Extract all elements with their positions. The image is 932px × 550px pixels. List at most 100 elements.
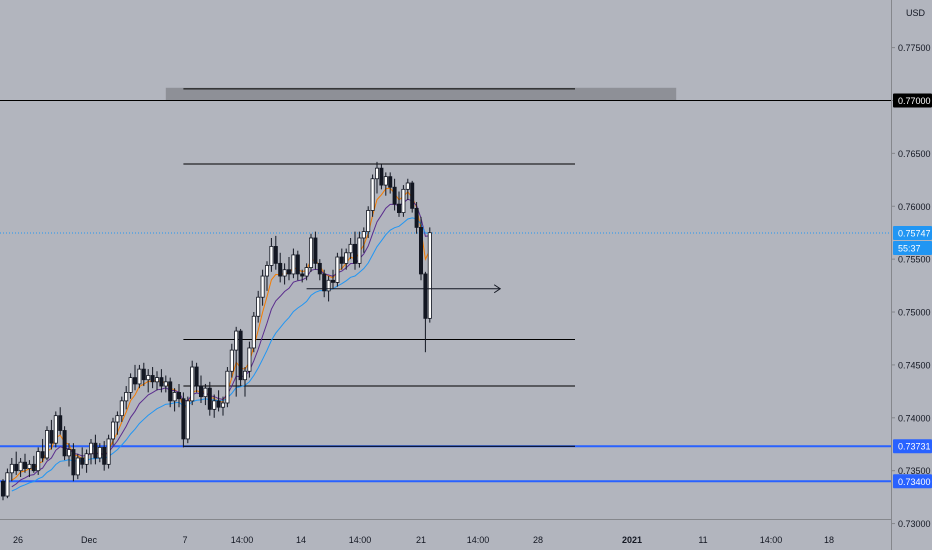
candle-body [295, 254, 300, 275]
candle-body [388, 176, 393, 188]
candle-body [36, 451, 41, 472]
currency-label: USD [906, 8, 926, 18]
time-tick-label: 21 [416, 535, 426, 545]
candle-body [238, 330, 243, 381]
price-badge [893, 439, 932, 454]
candle-body [260, 275, 265, 298]
candle-body [111, 421, 116, 440]
candle-body [212, 400, 217, 410]
candle-body [313, 237, 318, 264]
candle-body [102, 447, 107, 465]
candle-body [168, 381, 173, 402]
candle-body [115, 415, 120, 423]
candle-body [67, 449, 72, 457]
candle-body [229, 349, 234, 372]
candle-body [414, 207, 419, 228]
price-badge-label: 0.77000 [898, 96, 931, 106]
price-badge-label: 0.75747 [898, 229, 931, 239]
candle-body [141, 368, 146, 381]
candle-body [247, 347, 252, 372]
candle-body [352, 243, 357, 264]
candle-body [198, 385, 203, 398]
time-tick-label: 7 [182, 535, 187, 545]
drawn-segments[interactable] [183, 88, 575, 447]
candle-body [330, 279, 335, 283]
candle-body [264, 265, 269, 277]
candle-body [366, 210, 371, 233]
candle-body [146, 375, 151, 381]
candle-body [84, 453, 89, 465]
candle-body [106, 438, 111, 465]
time-tick-label: 18 [824, 535, 834, 545]
candle-body [374, 167, 379, 180]
price-badges: 0.77000 0.75747 55:37 0.73731 0.73400 [893, 93, 932, 489]
candle-body [22, 461, 27, 469]
candle-body [128, 377, 133, 393]
candle-body [194, 366, 199, 387]
candlesticks [0, 161, 432, 501]
candle-body [40, 451, 45, 459]
candle-body [53, 415, 58, 444]
candle-body [269, 246, 274, 266]
price-tick-label: 0.73500 [898, 466, 931, 476]
candle-body [418, 227, 423, 275]
candle-body [361, 231, 366, 239]
price-tick-label: 0.74500 [898, 360, 931, 370]
candle-body [405, 182, 410, 190]
candle-body [304, 267, 309, 277]
candle-body [58, 415, 63, 431]
candle-body [97, 447, 102, 459]
candle-body [317, 262, 322, 275]
candle-body [335, 256, 340, 283]
price-badge [893, 241, 932, 256]
candle-body [251, 315, 256, 349]
candle-body [278, 262, 283, 277]
candle-body [80, 457, 85, 465]
candle-body [150, 375, 155, 383]
time-tick-label: 14:00 [349, 535, 372, 545]
price-badge-label: 0.73400 [898, 477, 931, 487]
candle-body [45, 430, 50, 459]
time-tick-label: 2021 [622, 535, 642, 545]
candle-body [27, 463, 32, 469]
candle-body [154, 377, 159, 383]
candle-body [379, 167, 384, 186]
candle-body [339, 256, 344, 264]
candle-body [185, 400, 190, 440]
price-badge [893, 474, 932, 489]
time-tick-label: 28 [533, 535, 543, 545]
price-badge [893, 226, 932, 241]
zone-rect[interactable] [165, 87, 677, 101]
candle-body [242, 370, 247, 381]
candle-body [176, 392, 181, 400]
time-tick-label: 11 [698, 535, 707, 545]
candle-body [62, 430, 67, 457]
candle-body [132, 377, 137, 385]
candle-body [159, 377, 164, 387]
candle-body [31, 463, 36, 472]
candle-body [172, 392, 177, 402]
candle-body [370, 178, 375, 211]
time-axis[interactable]: 26 Dec 7 14:00 14 14:00 21 14:00 28 2021 11 14:00 18 [13, 535, 834, 545]
candle-body [124, 392, 129, 402]
candle-body [163, 381, 168, 387]
time-tick-label: 14:00 [231, 535, 254, 545]
candle-body [326, 279, 331, 292]
price-tick-label: 0.73000 [898, 519, 931, 529]
arrow-head[interactable] [493, 284, 502, 294]
candle-body [0, 480, 6, 497]
candle-body [18, 461, 23, 472]
candle-body [291, 254, 296, 275]
candle-body [234, 330, 239, 351]
price-tick-label: 0.77500 [898, 43, 931, 53]
time-tick-label: 14 [296, 535, 306, 545]
price-zone[interactable] [165, 87, 677, 101]
candle-body [5, 472, 10, 497]
time-tick-label: 14:00 [760, 535, 783, 545]
time-tick-label: Dec [81, 535, 98, 545]
arrow-drawing[interactable] [306, 284, 502, 294]
candle-body [93, 442, 98, 459]
candle-body [308, 237, 313, 268]
